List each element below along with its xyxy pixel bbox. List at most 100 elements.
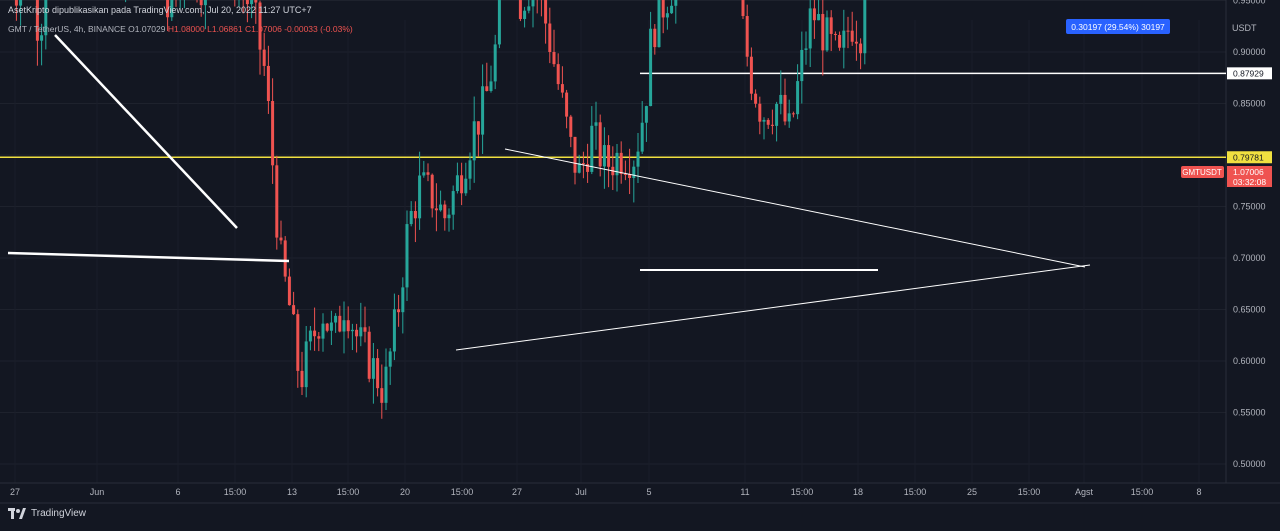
x-tick-label: Agst: [1075, 487, 1094, 497]
candle-body: [325, 323, 329, 331]
measure-label-box: [1066, 19, 1170, 34]
candle-body: [644, 106, 648, 123]
x-tick-label: 15:00: [451, 487, 474, 497]
candle-body: [359, 327, 363, 337]
candle-body: [199, 0, 203, 6]
x-tick-label: 8: [1196, 487, 1201, 497]
candle-body: [489, 81, 493, 91]
candle-body: [783, 94, 787, 122]
ohlc-legend: GMT / TetherUS, 4h, BINANCE O1.07029 H1.…: [8, 24, 353, 34]
candle-body: [531, 0, 535, 7]
candle-body: [439, 204, 443, 211]
candle-body: [598, 122, 602, 167]
candle-body: [846, 30, 850, 32]
candle-body: [384, 366, 388, 403]
x-tick-label: 15:00: [337, 487, 360, 497]
candle-body: [497, 0, 501, 45]
candle-body: [493, 44, 497, 82]
candle-body: [321, 323, 325, 339]
candle-body: [581, 163, 585, 165]
candle-body: [283, 240, 287, 277]
candle-body: [594, 122, 598, 126]
candle-body: [300, 370, 304, 388]
candle-body: [565, 92, 569, 117]
tradingview-branding[interactable]: TradingView: [8, 508, 86, 519]
candle-body: [413, 211, 417, 219]
candle-body: [619, 152, 623, 174]
candle-body: [308, 330, 312, 342]
candle-body: [388, 351, 392, 367]
candle-body: [745, 16, 749, 57]
candle-body: [418, 175, 422, 219]
currency-unit: USDT: [1232, 23, 1257, 33]
candle-body: [800, 49, 804, 82]
candle-body: [258, 2, 262, 50]
candle-body: [586, 164, 590, 172]
candle-body: [426, 172, 430, 175]
candle-body: [766, 119, 770, 125]
candle-body: [779, 94, 783, 104]
y-tick-label: 0.55000: [1233, 408, 1266, 418]
x-tick-label: 15:00: [904, 487, 927, 497]
symbol-label[interactable]: GMT / TetherUS, 4h, BINANCE: [8, 24, 126, 34]
candle-body: [615, 152, 619, 176]
tradingview-logo-icon: [8, 508, 26, 519]
candle-body: [350, 329, 354, 332]
candle-body: [392, 309, 396, 352]
candle-body: [640, 122, 644, 152]
candle-body: [842, 30, 846, 48]
candle-body: [804, 48, 808, 50]
candle-body: [758, 103, 762, 122]
candle-body: [464, 178, 468, 194]
current-price-box: [1227, 166, 1272, 187]
candle-body: [44, 0, 48, 36]
candle-body: [577, 163, 581, 173]
x-tick-label: 25: [967, 487, 977, 497]
candle-body: [636, 151, 640, 167]
candle-body: [670, 5, 674, 14]
x-tick-label: 11: [740, 487, 749, 497]
candle-body: [552, 52, 556, 65]
candle-body: [292, 305, 296, 315]
symbol-tag-box: [1181, 166, 1224, 178]
candle-body: [560, 84, 564, 93]
candle-body: [451, 191, 455, 215]
candle-body: [371, 358, 375, 379]
y-tick-label: 0.60000: [1233, 356, 1266, 366]
candle-body: [35, 0, 39, 41]
candle-body: [808, 8, 812, 49]
trendline: [54, 34, 238, 229]
candle-body: [859, 43, 863, 54]
y-tick-label: 0.95000: [1233, 0, 1266, 6]
candle-body: [548, 23, 552, 53]
candle-body: [367, 331, 371, 379]
candle-body: [397, 309, 401, 313]
candle-body: [527, 6, 531, 11]
candle-body: [401, 287, 405, 313]
candle-body: [665, 13, 669, 18]
measure-label: 0.30197 (29.54%) 30197: [1071, 22, 1165, 32]
x-tick-label: 13: [287, 487, 297, 497]
candle-body: [657, 0, 661, 48]
candle-body: [481, 86, 485, 135]
candle-body: [287, 276, 291, 306]
x-tick-label: 27: [512, 487, 522, 497]
candle-body: [628, 173, 632, 179]
candle-body: [472, 121, 476, 161]
candle-body: [279, 237, 283, 241]
trendline: [7, 251, 290, 263]
trendline: [455, 264, 1091, 351]
candle-body: [19, 0, 23, 6]
level-label: 0.79781: [1233, 152, 1264, 162]
x-tick-label: Jun: [90, 487, 105, 497]
candle-body: [317, 336, 321, 339]
candle-body: [569, 116, 573, 137]
candle-body: [556, 64, 560, 85]
candle-body: [262, 49, 266, 66]
candle-body: [447, 214, 451, 219]
candle-body: [455, 175, 459, 192]
candle-body: [854, 41, 858, 44]
current-price-value: 1.07006: [1233, 167, 1264, 177]
